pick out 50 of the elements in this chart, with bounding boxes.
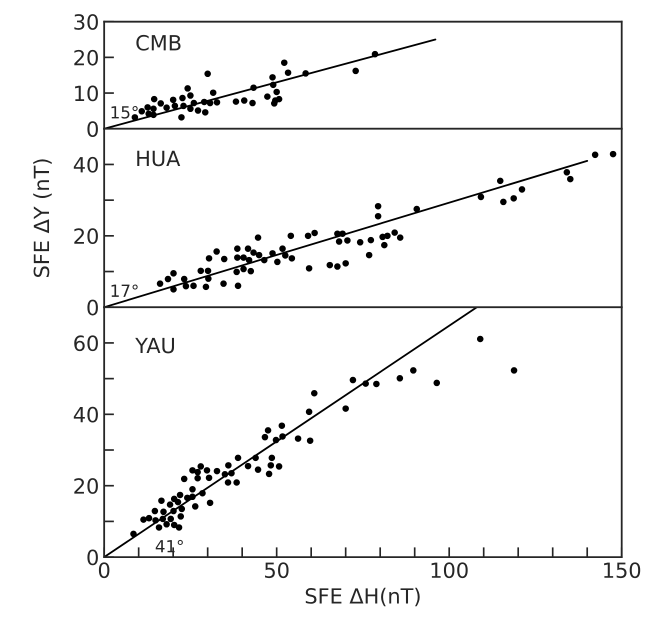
annotation: 15° bbox=[112, 106, 138, 119]
y-tick-label: 0 bbox=[87, 550, 98, 566]
y-axis-title: SFE ΔY (nT) bbox=[33, 159, 52, 278]
y-tick-label: 0 bbox=[87, 121, 98, 137]
point bbox=[210, 89, 216, 96]
point bbox=[138, 108, 146, 115]
text: YAU bbox=[135, 338, 174, 354]
x-axis-title: SFE ΔH(nT) bbox=[306, 588, 420, 606]
annotation: 41° bbox=[156, 540, 183, 552]
point bbox=[352, 68, 359, 74]
point bbox=[249, 100, 256, 106]
y-tick-label: 20 bbox=[74, 478, 98, 494]
point bbox=[187, 92, 194, 99]
point bbox=[202, 109, 209, 116]
point bbox=[194, 107, 202, 114]
point bbox=[170, 96, 176, 104]
x-tick-label: 0 bbox=[98, 562, 110, 578]
point bbox=[178, 114, 185, 121]
y-tick-label: 20 bbox=[74, 50, 98, 66]
text: HUA bbox=[137, 150, 180, 166]
point bbox=[273, 88, 280, 96]
x-tick-label: 50 bbox=[265, 562, 289, 578]
point bbox=[281, 59, 288, 66]
y-tick-label: 10 bbox=[75, 86, 98, 102]
text: CMB bbox=[136, 34, 181, 51]
point bbox=[214, 99, 220, 106]
point bbox=[232, 98, 240, 105]
point bbox=[240, 97, 248, 104]
y-tick-label: 20 bbox=[74, 228, 98, 244]
y-tick-label: 40 bbox=[74, 156, 98, 173]
y-tick-label: 60 bbox=[74, 335, 98, 352]
point bbox=[264, 93, 271, 100]
point bbox=[150, 96, 158, 102]
y-tick-label: 0 bbox=[87, 300, 98, 316]
annotation: 17° bbox=[112, 284, 138, 297]
point bbox=[157, 100, 164, 107]
point bbox=[163, 104, 170, 111]
x-tick-label: 100 bbox=[432, 562, 468, 578]
y-tick-label: 30 bbox=[74, 14, 98, 30]
x-tick-label: 150 bbox=[604, 562, 640, 578]
point bbox=[276, 96, 282, 102]
point bbox=[269, 74, 276, 81]
y-tick-label: 40 bbox=[74, 406, 98, 423]
point bbox=[172, 102, 178, 110]
point bbox=[184, 85, 191, 92]
point bbox=[144, 104, 151, 111]
point bbox=[204, 70, 211, 78]
point bbox=[284, 69, 292, 76]
point bbox=[179, 94, 186, 102]
point bbox=[150, 106, 157, 112]
